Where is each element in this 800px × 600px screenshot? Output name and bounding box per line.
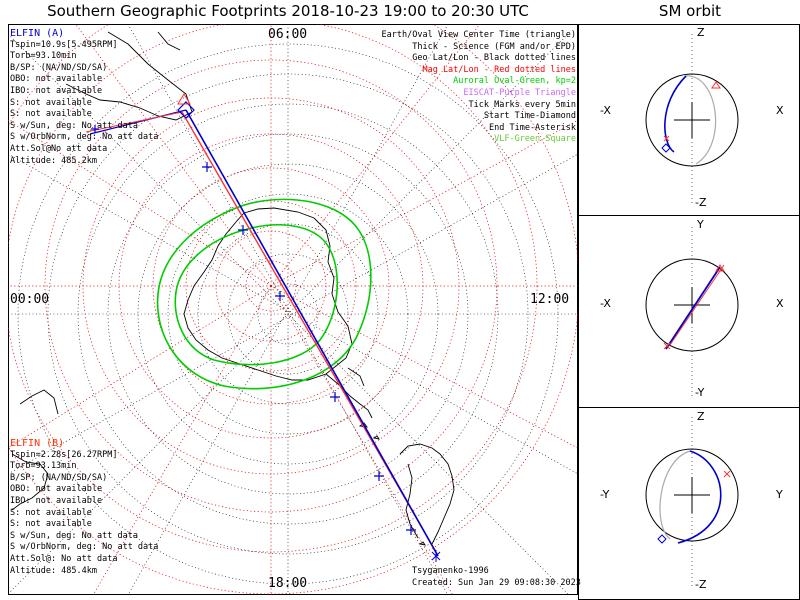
antarctica-coast	[183, 207, 353, 381]
orbit-plot-xy	[645, 227, 739, 399]
orbit-xy-bottom: -Y	[695, 386, 705, 399]
elfin-a-info: ELFIN (A) Tspin=10.9s[5.495RPM] Torb=93.…	[10, 28, 158, 167]
elfin-a-line: Altitude: 485.2km	[10, 155, 97, 166]
peninsula-coast	[325, 367, 373, 419]
auroral-oval	[156, 198, 372, 390]
elfin-b-line: B/SP: (NA/ND/SD/SA)	[10, 472, 108, 483]
orbit-xz-bottom: -Z	[695, 196, 707, 209]
track-start-diamond	[177, 101, 195, 119]
elfin-a-line: OBO: not available	[10, 74, 103, 85]
orbit-xz-right: X	[776, 104, 784, 117]
elfin-b-line: IBO: not available	[10, 495, 103, 506]
legend-item: Earth/Oval View Center Time (triangle)	[381, 30, 576, 40]
legend-item: Auroral Oval-Green, kp=2	[453, 76, 576, 87]
orbit-yz-right: Y	[776, 488, 783, 501]
elfin-a-line: Torb=93.10min	[10, 51, 77, 62]
elfin-a-line: S w/OrbNorm, deg: No att data	[10, 132, 159, 143]
time-label-right: 12:00	[530, 292, 570, 307]
legend-item: End Time-Asterisk	[489, 122, 576, 133]
elfin-a-name: ELFIN (A)	[10, 28, 65, 39]
elfin-a-line: Tspin=10.9s[5.495RPM]	[10, 39, 118, 50]
elfin-b-line: Att.Sol@: No att data	[10, 553, 118, 564]
elfin-b-name: ELFIN (B)	[10, 438, 65, 449]
view-center-triangle	[177, 93, 191, 105]
geo-grid	[8, 24, 578, 595]
orbit-plot-yz	[645, 417, 739, 589]
elfin-a-line: IBO: not available	[10, 85, 103, 96]
south-america-coast	[399, 443, 455, 545]
footprint-map	[8, 24, 578, 595]
elfin-b-line: S: not available	[10, 519, 92, 530]
track-end-asterisk	[431, 550, 441, 562]
model-label: Tsyganenko-1996	[412, 566, 489, 576]
legend-item: VLF-Green Square	[494, 134, 576, 145]
elfin-b-line: OBO: not available	[10, 484, 103, 495]
orbit-xz-left: -X	[600, 104, 611, 117]
legend-item: Tick Marks every 5min	[468, 99, 576, 110]
orbit-xz-top: Z	[697, 26, 705, 39]
orbit-plot-xz	[645, 34, 739, 206]
orbit-yz-left: -Y	[600, 488, 610, 501]
orbit-xy-top: Y	[697, 218, 704, 231]
elfin-b-line: Tspin=2.28s[26.27RPM]	[10, 449, 118, 460]
elfin-b-line: S w/Sun, deg: No att data	[10, 530, 138, 541]
elfin-b-line: Altitude: 485.4km	[10, 565, 97, 576]
legend: Earth/Oval View Center Time (triangle) T…	[382, 30, 576, 146]
orbit-xy-left: -X	[600, 297, 611, 310]
elfin-a-line: S: not available	[10, 97, 92, 108]
time-label-bottom: 18:00	[268, 576, 308, 591]
footprint-plot-frame	[8, 24, 578, 595]
legend-item: Geo Lat/Lon - Black dotted lines	[412, 53, 576, 64]
elfin-b-info: ELFIN (B) Tspin=2.28s[26.27RPM] Torb=93.…	[10, 438, 158, 577]
elfin-a-line: S: not available	[10, 109, 92, 120]
islands	[358, 422, 426, 546]
legend-item: Mag Lat/Lon - Red dotted lines	[422, 64, 576, 75]
time-label-left: 00:00	[10, 292, 50, 307]
plot-title: Southern Geographic Footprints 2018-10-2…	[47, 2, 529, 20]
time-label-top: 06:00	[268, 27, 308, 42]
elfin-b-line: S: not available	[10, 507, 92, 518]
created-label: Created: Sun Jan 29 09:08:30 2023	[412, 578, 581, 588]
legend-item: Start Time-Diamond	[483, 111, 576, 122]
africa-coast	[11, 389, 59, 511]
elfin-a-line: Att.Sol@No att data	[10, 143, 108, 154]
orbit-xy-right: X	[776, 297, 784, 310]
footprint-tracks	[85, 93, 441, 562]
orbit-yz-top: Z	[697, 410, 705, 423]
orbit-yz-bottom: -Z	[695, 578, 707, 591]
orbit-title: SM orbit	[658, 2, 722, 20]
elfin-a-line: B/SP: (NA/ND/SD/SA)	[10, 62, 108, 73]
legend-item: EISCAT-Purple Triangle	[463, 87, 576, 98]
elfin-b-line: Torb=93.13min	[10, 461, 77, 472]
mag-grid	[8, 24, 578, 595]
legend-item: Thick - Science (FGM and/or EPD)	[412, 41, 576, 52]
credit: Tsyganenko-1996 Created: Sun Jan 29 09:0…	[412, 565, 581, 589]
australia-coast	[65, 31, 193, 121]
elfin-a-line: S w/Sun, deg: No att data	[10, 120, 138, 131]
elfin-b-line: S w/OrbNorm, deg: No att data	[10, 542, 159, 553]
